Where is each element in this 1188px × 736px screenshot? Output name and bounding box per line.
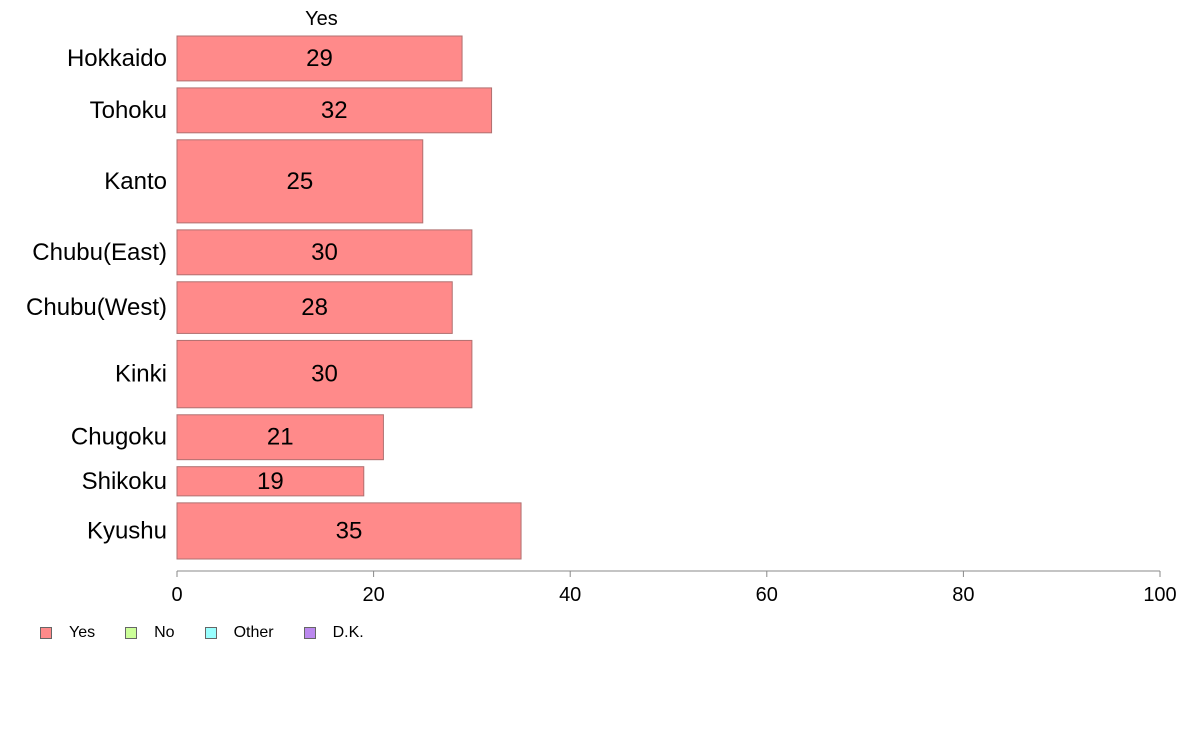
legend-swatch (125, 627, 138, 639)
legend-swatch (303, 627, 316, 639)
legend-item: Yes (40, 624, 95, 642)
x-axis: 0 20 40 60 80 100 (171, 570, 1177, 606)
bar (176, 87, 493, 134)
category-label: Kanto (104, 168, 167, 195)
category-label: Kinki (115, 361, 167, 388)
legend-item: Other (204, 624, 274, 642)
category-label: Tohoku (90, 97, 167, 124)
bar (176, 466, 365, 497)
data-label: 29 (306, 45, 333, 72)
x-tick-label: 80 (952, 584, 974, 606)
bar (176, 35, 463, 82)
bar (176, 229, 473, 276)
x-tick-label: 0 (171, 584, 182, 606)
data-label: 30 (311, 239, 338, 266)
x-tick-label: 100 (1143, 584, 1176, 606)
category-label: Shikoku (82, 468, 167, 495)
x-tick-label: 40 (559, 584, 581, 606)
category-label: Kyushu (87, 517, 167, 544)
bar-chart: Yes Hokkaido 29 Tohoku 32 Kanto 25 Chubu(East)… (26, 8, 1177, 606)
x-tick-label: 60 (756, 584, 778, 606)
bar (176, 139, 424, 224)
category-label: Chubu(East) (32, 239, 167, 266)
legend: Yes No Other D.K. (40, 624, 394, 642)
bars-group: Hokkaido 29 Tohoku 32 Kanto 25 Chubu(East) 30 Ch… (26, 35, 522, 560)
legend-item: No (125, 624, 175, 642)
bar (176, 339, 473, 409)
data-label: 25 (287, 168, 314, 195)
data-label: 35 (336, 517, 363, 544)
data-label: 21 (267, 424, 294, 451)
legend-label: D.K. (332, 624, 364, 641)
category-label: Chugoku (71, 424, 167, 451)
data-label: 30 (311, 361, 338, 388)
data-label: 32 (321, 97, 348, 124)
legend-swatch (40, 627, 52, 639)
data-label: 28 (301, 294, 328, 321)
x-tick-label: 20 (362, 584, 384, 606)
legend-label: No (154, 624, 175, 641)
legend-swatch (204, 627, 217, 639)
legend-label: Yes (69, 624, 96, 641)
category-label: Hokkaido (67, 45, 167, 72)
legend-label: Other (233, 624, 274, 641)
series-title: Yes (305, 8, 338, 30)
bar (176, 502, 522, 560)
category-label: Chubu(West) (26, 294, 167, 321)
data-label: 19 (257, 468, 284, 495)
bar (176, 414, 384, 461)
bar (176, 281, 453, 334)
legend-item: D.K. (303, 624, 364, 642)
